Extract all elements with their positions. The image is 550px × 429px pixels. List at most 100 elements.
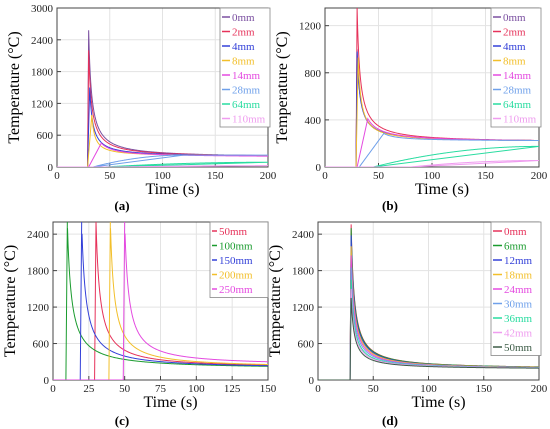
y-tick-label: 800	[305, 68, 322, 80]
x-tick-label: 0	[54, 170, 60, 182]
y-tick-label: 600	[37, 130, 54, 142]
y-tick-label: 400	[305, 115, 322, 127]
y-tick-label: 1200	[27, 302, 50, 314]
legend-box	[490, 7, 542, 128]
x-tick-label: 25	[83, 383, 95, 395]
y-tick-label: 1800	[27, 266, 50, 278]
y-tick-label: 2400	[27, 229, 50, 241]
x-axis-label: Time (s)	[411, 394, 465, 411]
x-axis-label: Time (s)	[145, 181, 199, 198]
panel-label: (a)	[114, 198, 129, 213]
x-tick-label: 150	[260, 383, 277, 395]
series-line-50mm	[318, 297, 539, 380]
series-line-50mm	[53, 222, 268, 380]
legend-entry: 4mm	[503, 41, 526, 53]
legend-entry: 0mm	[232, 12, 255, 24]
legend-entry: 50mm	[219, 226, 248, 238]
legend-entry: 110mm	[232, 114, 266, 126]
x-tick-label: 100	[420, 383, 437, 395]
panel-4: 0 50 100 150 200 0 600 1200 1800 2400 Time (s) Temp…	[267, 221, 548, 428]
legend-entry: 200mm	[219, 270, 253, 282]
series-line-100mm	[53, 222, 268, 380]
series-line-28mm	[57, 154, 268, 167]
x-tick-label: 0	[50, 383, 56, 395]
legend-entry: 50mm	[504, 342, 533, 354]
legend-entry: 24mm	[504, 284, 533, 296]
y-axis-label: Temperature (°C)	[6, 31, 23, 143]
series-line-28mm	[325, 132, 539, 167]
y-tick-label: 0	[309, 375, 315, 387]
legend-entry: 150mm	[219, 255, 253, 267]
x-tick-label: 50	[373, 170, 385, 182]
series-line-110mm	[57, 165, 268, 167]
y-tick-label: 0	[44, 375, 50, 387]
panel-1: 0 50 100 150 200 0 600 1200 1800 2400 3000 Time (s)…	[6, 3, 277, 213]
y-tick-label: 1200	[292, 302, 315, 314]
y-tick-label: 2400	[31, 35, 54, 47]
x-tick-label: 50	[119, 383, 131, 395]
y-tick-label: 1200	[31, 98, 54, 110]
legend-entry: 100mm	[219, 241, 253, 253]
x-tick-label: 0	[315, 383, 321, 395]
legend-entry: 36mm	[504, 313, 533, 325]
y-tick-label: 3000	[31, 3, 54, 15]
legend-box	[219, 7, 271, 128]
x-tick-label: 100	[424, 170, 441, 182]
x-tick-label: 100	[188, 383, 205, 395]
legend-entry: 250mm	[219, 284, 253, 296]
series-group	[53, 222, 268, 380]
legend-entry: 28mm	[503, 85, 532, 97]
legend-box	[209, 221, 269, 298]
x-tick-label: 75	[155, 383, 167, 395]
series-line-64mm	[57, 161, 268, 167]
y-tick-label: 600	[298, 339, 315, 351]
x-tick-label: 50	[368, 383, 380, 395]
legend: 50mm 100mm 150mm 200mm 250mm	[209, 221, 269, 298]
y-tick-label: 600	[33, 339, 50, 351]
x-tick-label: 125	[224, 383, 241, 395]
panel-3: 0 25 50 75 100 125 150 0 600 1200 1800 2400 Time (s)…	[2, 221, 277, 428]
series-line-250mm	[53, 222, 268, 380]
x-tick-label: 200	[531, 383, 548, 395]
series-line-200mm	[53, 222, 268, 380]
x-tick-label: 150	[207, 170, 224, 182]
legend-entry: 14mm	[503, 70, 532, 82]
legend-entry: 110mm	[503, 114, 537, 126]
y-tick-label: 0	[48, 162, 54, 174]
panel-2: 0 50 100 150 200 0 400 800 1200 Time (s) Temperatu…	[274, 7, 548, 213]
x-tick-label: 200	[260, 170, 277, 182]
legend-entry: 0mm	[503, 12, 526, 24]
y-tick-label: 1800	[292, 266, 315, 278]
y-tick-label: 1800	[31, 67, 54, 79]
legend: 0mm 2mm 4mm 8mm 14mm 28mm 64mm 110mm	[219, 7, 271, 128]
series-line-14mm	[57, 142, 268, 167]
x-axis-label: Time (s)	[143, 394, 197, 411]
legend-entry: 2mm	[232, 27, 255, 39]
legend-entry: 42mm	[504, 328, 533, 340]
y-axis-label: Temperature (°C)	[2, 245, 19, 357]
legend-entry: 2mm	[503, 27, 526, 39]
series-line-150mm	[53, 222, 268, 380]
legend-entry: 4mm	[232, 41, 255, 53]
panel-label: (c)	[115, 413, 129, 428]
legend-entry: 0mm	[504, 226, 527, 238]
x-tick-label: 50	[104, 170, 116, 182]
legend-entry: 18mm	[504, 270, 533, 282]
legend: 0mm 2mm 4mm 8mm 14mm 28mm 64mm 110mm	[490, 7, 542, 128]
series-line-64mm	[325, 145, 539, 167]
legend-entry: 12mm	[504, 255, 533, 267]
legend-entry: 8mm	[232, 56, 255, 68]
x-tick-label: 0	[322, 170, 328, 182]
x-tick-label: 200	[531, 170, 548, 182]
y-axis-label: Temperature (°C)	[267, 245, 284, 357]
panel-label: (d)	[382, 413, 398, 428]
y-axis-label: Temperature (°C)	[274, 31, 291, 143]
y-tick-label: 0	[316, 162, 322, 174]
legend-entry: 8mm	[503, 56, 526, 68]
legend-entry: 14mm	[232, 70, 261, 82]
series-line-110mm	[325, 160, 539, 167]
x-axis-label: Time (s)	[415, 181, 469, 198]
y-tick-label: 2400	[292, 229, 315, 241]
legend-entry: 6mm	[504, 241, 527, 253]
